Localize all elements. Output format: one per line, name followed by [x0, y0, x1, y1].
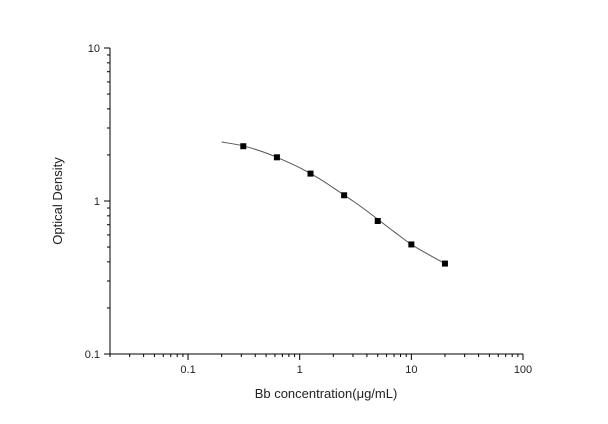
y-tick-label: 10 [88, 43, 100, 55]
data-point [307, 170, 314, 177]
data-point [240, 143, 247, 150]
axes [109, 48, 523, 355]
data-point [273, 154, 280, 161]
x-tick-label: 100 [514, 364, 532, 376]
data-point [408, 241, 415, 248]
y-tick-label: 0.1 [85, 349, 100, 361]
x-tick-label: 10 [405, 364, 417, 376]
x-axis-title: Bb concentration(μg/mL) [255, 386, 398, 401]
tick-labels: 0.1 1 10 100 0.1 1 10 [85, 43, 532, 376]
x-tick-label: 1 [297, 364, 303, 376]
y-axis-title: Optical Density [50, 157, 65, 245]
data-points [240, 143, 448, 267]
data-point [441, 260, 448, 267]
x-tick-label: 0.1 [180, 364, 195, 376]
data-point [341, 192, 348, 199]
data-point [374, 218, 381, 225]
ticks [104, 47, 524, 360]
y-tick-label: 1 [94, 196, 100, 208]
